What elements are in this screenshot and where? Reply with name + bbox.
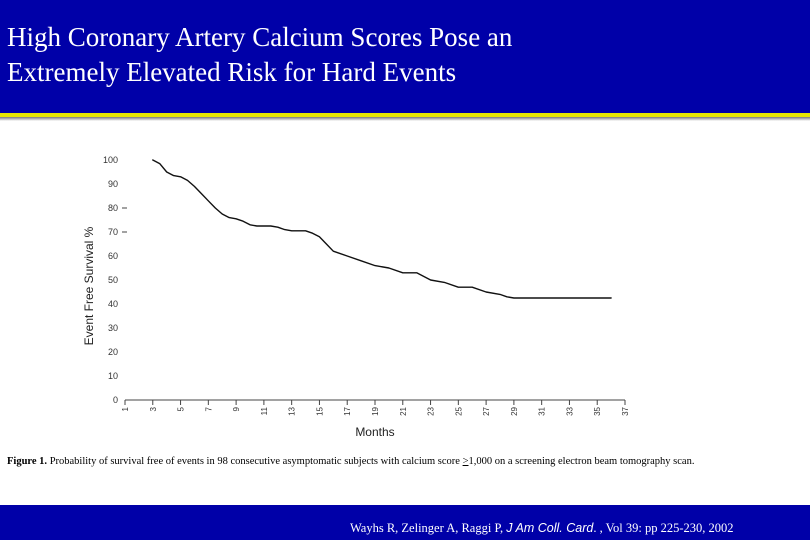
x-tick-label-19: 19 <box>371 406 380 415</box>
figure-caption: Figure 1. Probability of survival free o… <box>7 455 747 469</box>
y-tick-label-90: 90 <box>108 179 118 189</box>
x-tick-label-37: 37 <box>621 406 630 415</box>
caption-text-2: 1,000 on a screening electron beam tomog… <box>468 456 695 467</box>
chart-axes <box>124 399 626 405</box>
y-tick-label-100: 100 <box>103 155 118 165</box>
citation-details: . , Vol 39: pp 225-230, 2002 <box>593 521 734 535</box>
x-tick-label-3: 3 <box>149 406 158 411</box>
y-tick-label-60: 60 <box>108 251 118 261</box>
survival-chart: 1 3 5 7 9 11 13 15 17 19 21 23 25 27 29 31 33 35 37 010203… <box>82 155 630 439</box>
y-tick-label-40: 40 <box>108 299 118 309</box>
caption-ge-symbol: > <box>462 456 469 467</box>
x-tick-label-11: 11 <box>260 406 269 415</box>
x-tick-label-35: 35 <box>593 406 602 415</box>
caption-lead: Figure 1. <box>7 456 48 467</box>
x-tick-label-13: 13 <box>288 406 297 415</box>
y-tick-label-30: 30 <box>108 323 118 333</box>
y-tick-label-70: 70 <box>108 227 118 237</box>
x-tick-label-9: 9 <box>232 406 241 411</box>
citation: Wayhs R, Zelinger A, Raggi P, J Am Coll.… <box>350 521 734 536</box>
y-tick-label-20: 20 <box>108 347 118 357</box>
citation-journal: J Am Coll. Card <box>506 521 594 535</box>
title-rule <box>0 113 810 117</box>
x-tick-label-23: 23 <box>427 406 436 415</box>
x-tick-label-5: 5 <box>177 406 186 411</box>
x-axis-label: Months <box>355 425 394 439</box>
title-shadow <box>0 117 810 121</box>
survival-curve-line-0 <box>152 159 612 299</box>
citation-authors: Wayhs R, Zelinger A, Raggi P, <box>350 521 507 535</box>
y-axis-label: Event Free Survival % <box>82 226 96 345</box>
x-tick-label-15: 15 <box>315 406 324 415</box>
caption-text-1: Probability of survival free of events i… <box>47 456 463 467</box>
y-tick-label-0: 0 <box>113 395 118 405</box>
y-tick-labels: 0 10 20 30 40 50 60 70 80 90 100 <box>103 155 127 405</box>
x-tick-label-1: 1 <box>121 406 130 411</box>
footer-band <box>0 505 810 540</box>
y-tick-label-50: 50 <box>108 275 118 285</box>
x-tick-label-27: 27 <box>482 406 491 415</box>
slide-title-line-1: High Coronary Artery Calcium Scores Pose… <box>7 22 513 52</box>
x-tick-label-25: 25 <box>454 406 463 415</box>
x-tick-label-31: 31 <box>538 406 547 415</box>
title-band <box>0 0 810 113</box>
survival-series <box>152 159 612 299</box>
x-tick-label-29: 29 <box>510 406 519 415</box>
x-tick-label-21: 21 <box>399 406 408 415</box>
slide-title-line-2: Extremely Elevated Risk for Hard Events <box>7 57 457 87</box>
x-tick-label-33: 33 <box>565 406 574 415</box>
y-tick-label-80: 80 <box>108 203 118 213</box>
x-tick-label-7: 7 <box>204 406 213 411</box>
slide-title: High Coronary Artery Calcium Scores Pose… <box>7 20 797 90</box>
x-tick-labels: 1 3 5 7 9 11 13 15 17 19 21 23 25 27 29 31 33 35 37 <box>121 406 630 415</box>
y-tick-label-10: 10 <box>108 371 118 381</box>
x-tick-label-17: 17 <box>343 406 352 415</box>
